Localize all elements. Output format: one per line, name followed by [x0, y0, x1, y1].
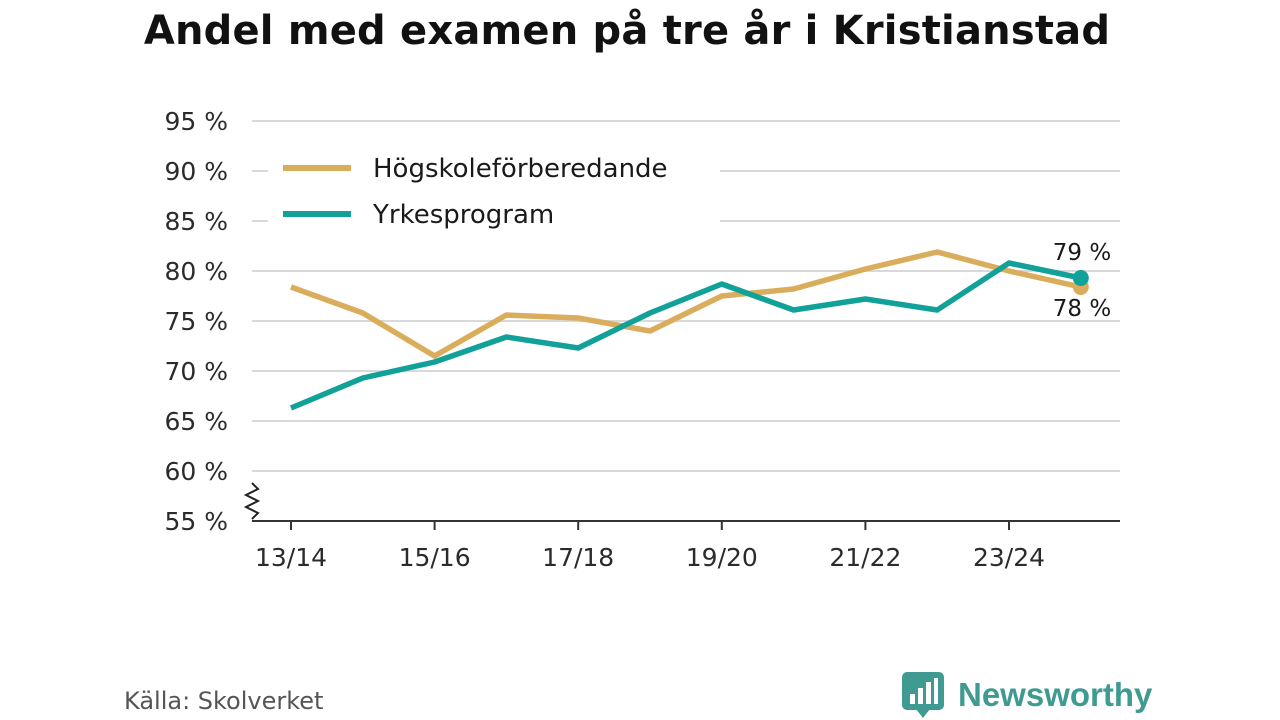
y-tick-label: 70 %	[164, 357, 228, 386]
end-value-label: 78 %	[1053, 296, 1111, 322]
y-tick-label: 80 %	[164, 257, 228, 286]
y-tick-label: 55 %	[164, 507, 228, 536]
axes: 55 % 60 % 65 % 70 % 75 % 80 % 85 % 90 % 95 % 13/1…	[164, 107, 1120, 572]
end-value-label: 79 %	[1053, 240, 1111, 266]
y-tick-label: 60 %	[164, 457, 228, 486]
y-tick-label: 90 %	[164, 157, 228, 186]
x-tick-label: 23/24	[973, 543, 1045, 572]
y-tick-label: 95 %	[164, 107, 228, 136]
series-end-point-1	[1072, 270, 1089, 286]
legend-label: Yrkesprogram	[372, 200, 554, 230]
x-tick-label: 17/18	[542, 543, 614, 572]
x-tick-label: 15/16	[399, 543, 471, 572]
x-tick-label: 21/22	[829, 543, 901, 572]
legend-label: Högskoleförberedande	[373, 154, 668, 184]
chart-title: Andel med examen på tre år i Kristiansta…	[143, 8, 1111, 54]
y-tick-label: 65 %	[164, 407, 228, 436]
brand-name: Newsworthy	[958, 676, 1153, 713]
source-text: Källa: Skolverket	[124, 687, 324, 715]
bar-chart-speech-bubble-icon	[902, 672, 944, 718]
x-tick-label: 19/20	[686, 543, 758, 572]
legend-background	[268, 142, 720, 238]
legend: Högskoleförberedande Yrkesprogram	[268, 142, 720, 238]
series-line-1	[289, 260, 1082, 411]
labels: 78 % 79 %	[1053, 240, 1111, 322]
y-tick-label: 75 %	[164, 307, 228, 336]
series-line-0	[290, 249, 1082, 359]
brand-logo: Newsworthy	[902, 670, 1152, 720]
axis-break-icon	[243, 482, 261, 520]
y-tick-label: 85 %	[164, 207, 228, 236]
x-tick-label: 13/14	[255, 543, 327, 572]
series-lines	[289, 249, 1089, 411]
